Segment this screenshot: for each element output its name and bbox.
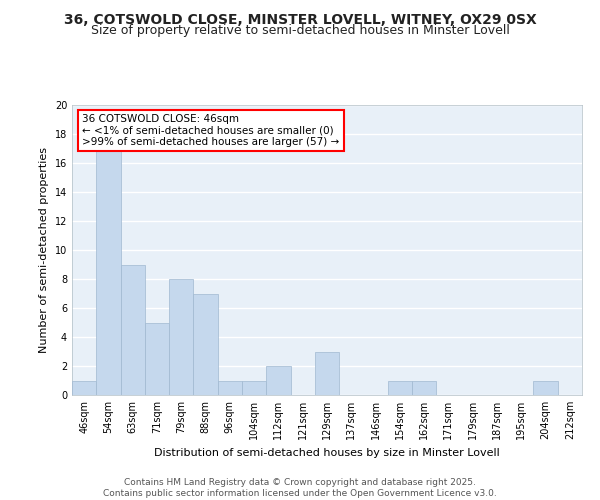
- Bar: [145, 322, 169, 395]
- Text: 36, COTSWOLD CLOSE, MINSTER LOVELL, WITNEY, OX29 0SX: 36, COTSWOLD CLOSE, MINSTER LOVELL, WITN…: [64, 12, 536, 26]
- Bar: [315, 352, 339, 395]
- Bar: [121, 264, 145, 395]
- Bar: [218, 380, 242, 395]
- Bar: [193, 294, 218, 395]
- Text: 36 COTSWOLD CLOSE: 46sqm
← <1% of semi-detached houses are smaller (0)
>99% of s: 36 COTSWOLD CLOSE: 46sqm ← <1% of semi-d…: [82, 114, 340, 147]
- Bar: [388, 380, 412, 395]
- Bar: [533, 380, 558, 395]
- Y-axis label: Number of semi-detached properties: Number of semi-detached properties: [39, 147, 49, 353]
- Bar: [72, 380, 96, 395]
- Bar: [242, 380, 266, 395]
- Text: Contains HM Land Registry data © Crown copyright and database right 2025.
Contai: Contains HM Land Registry data © Crown c…: [103, 478, 497, 498]
- Text: Size of property relative to semi-detached houses in Minster Lovell: Size of property relative to semi-detach…: [91, 24, 509, 37]
- X-axis label: Distribution of semi-detached houses by size in Minster Lovell: Distribution of semi-detached houses by …: [154, 448, 500, 458]
- Bar: [266, 366, 290, 395]
- Bar: [412, 380, 436, 395]
- Bar: [96, 148, 121, 395]
- Bar: [169, 279, 193, 395]
